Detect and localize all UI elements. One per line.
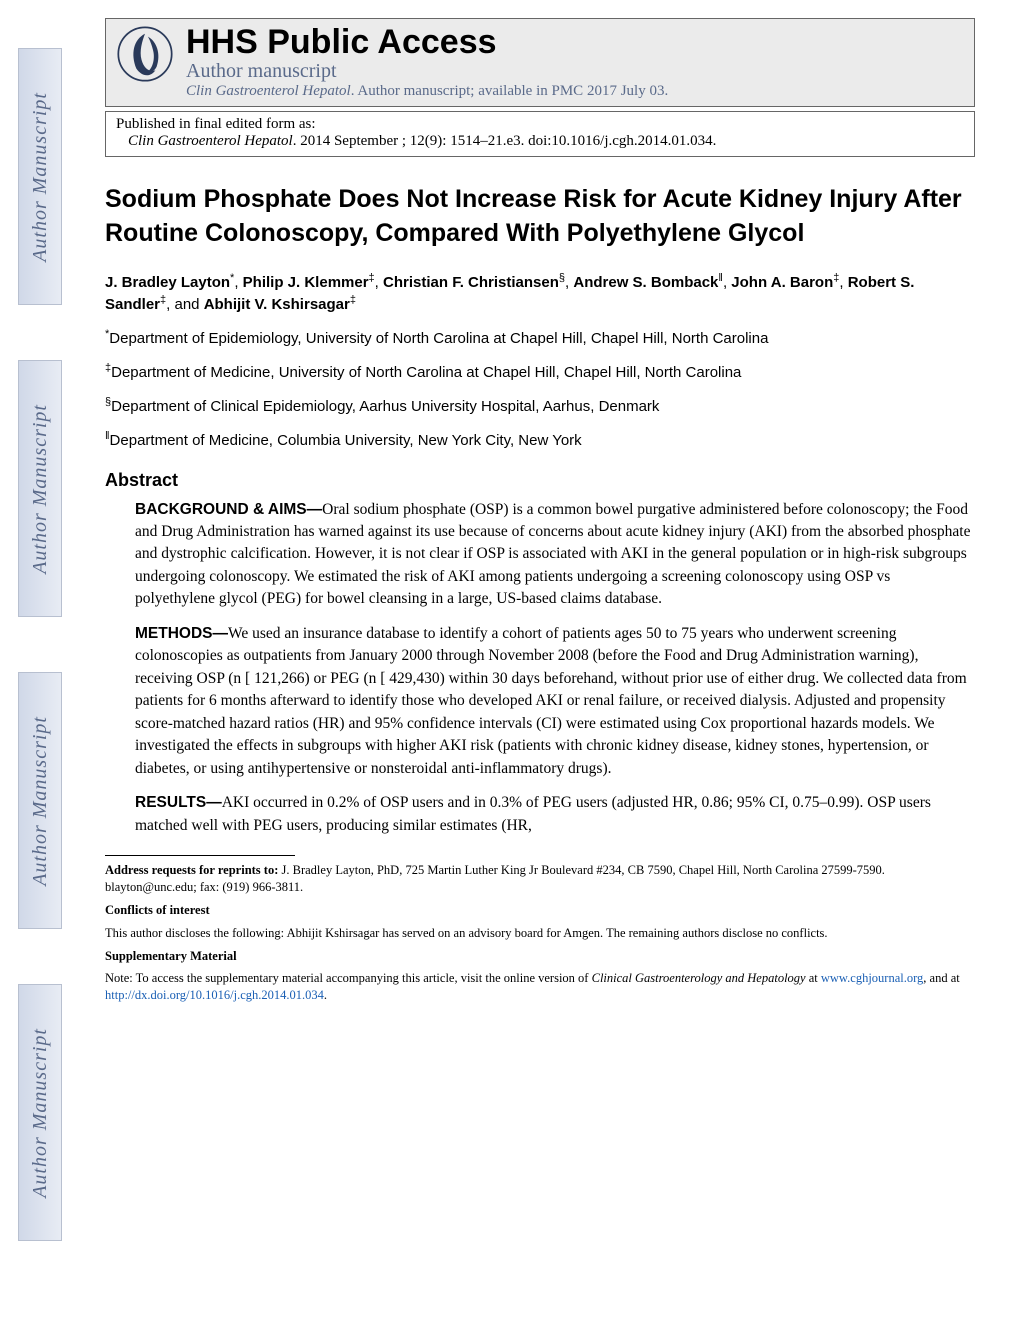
para-lead: RESULTS— bbox=[135, 794, 222, 811]
abstract-heading: Abstract bbox=[105, 470, 975, 491]
side-banner: Author Manuscript bbox=[18, 360, 62, 617]
footnote-and: , and at bbox=[923, 971, 959, 985]
article-title: Sodium Phosphate Does Not Increase Risk … bbox=[105, 183, 975, 251]
footnote-coi-head: Conflicts of interest bbox=[105, 902, 975, 919]
footnote-journal: Clinical Gastroenterology and Hepatology bbox=[592, 971, 806, 985]
footnote-rule bbox=[105, 855, 295, 856]
author-mark: ‡ bbox=[833, 272, 839, 284]
affil-text: Department of Medicine, Columbia Univers… bbox=[110, 432, 582, 449]
header-title: HHS Public Access bbox=[186, 25, 964, 59]
author-mark: ‡ bbox=[350, 294, 356, 306]
footnote-address: Address requests for reprints to: J. Bra… bbox=[105, 862, 975, 896]
published-citation: . 2014 September ; 12(9): 1514–21.e3. do… bbox=[293, 133, 717, 149]
para-lead: BACKGROUND & AIMS— bbox=[135, 501, 322, 518]
affiliation: ‡Department of Medicine, University of N… bbox=[105, 361, 975, 383]
side-banner-text: Author Manuscript bbox=[29, 716, 52, 886]
author-name: Andrew S. Bomback bbox=[573, 274, 718, 291]
header-text: HHS Public Access Author manuscript Clin… bbox=[186, 25, 964, 100]
footnote-link[interactable]: www.cghjournal.org bbox=[821, 971, 923, 985]
page-content: HHS Public Access Author manuscript Clin… bbox=[105, 18, 975, 1010]
footnote-link[interactable]: http://dx.doi.org/10.1016/j.cgh.2014.01.… bbox=[105, 988, 324, 1002]
author-name: John A. Baron bbox=[731, 274, 833, 291]
abstract-methods: METHODS—We used an insurance database to… bbox=[135, 623, 971, 780]
para-lead: METHODS— bbox=[135, 625, 228, 642]
affiliation: *Department of Epidemiology, University … bbox=[105, 327, 975, 349]
side-banner: Author Manuscript bbox=[18, 672, 62, 929]
side-banner-text: Author Manuscript bbox=[29, 92, 52, 262]
footnote-at: at bbox=[806, 971, 821, 985]
header-subtitle: Author manuscript bbox=[186, 59, 964, 83]
author-name: J. Bradley Layton bbox=[105, 274, 230, 291]
footnote-head: Conflicts of interest bbox=[105, 903, 210, 917]
header-journal-suffix: . Author manuscript; available in PMC 20… bbox=[351, 83, 668, 99]
affiliation: ‖Department of Medicine, Columbia Univer… bbox=[105, 429, 975, 451]
author-mark: ‡ bbox=[160, 294, 166, 306]
author-mark: ‡ bbox=[369, 272, 375, 284]
published-block: Published in final edited form as: Clin … bbox=[105, 111, 975, 157]
footnote-period: . bbox=[324, 988, 327, 1002]
abstract-body: BACKGROUND & AIMS—Oral sodium phosphate … bbox=[135, 499, 971, 838]
published-journal: Clin Gastroenterol Hepatol bbox=[128, 133, 293, 149]
authors-line: J. Bradley Layton*, Philip J. Klemmer‡, … bbox=[105, 271, 975, 315]
footnote-head: Supplementary Material bbox=[105, 949, 237, 963]
abstract-results: RESULTS—AKI occurred in 0.2% of OSP user… bbox=[135, 792, 971, 837]
footnote-coi-text: This author discloses the following: Abh… bbox=[105, 925, 975, 942]
header-journal: Clin Gastroenterol Hepatol bbox=[186, 83, 351, 99]
affil-text: Department of Medicine, University of No… bbox=[111, 364, 741, 381]
side-banner-text: Author Manuscript bbox=[29, 404, 52, 574]
author-mark: § bbox=[559, 272, 565, 284]
para-text: AKI occurred in 0.2% of OSP users and in… bbox=[135, 794, 931, 833]
author-mark: * bbox=[230, 272, 234, 284]
affil-text: Department of Epidemiology, University o… bbox=[109, 330, 768, 347]
author-name: Philip J. Klemmer bbox=[243, 274, 369, 291]
footnote-supp-text: Note: To access the supplementary materi… bbox=[105, 970, 975, 1004]
header-block: HHS Public Access Author manuscript Clin… bbox=[105, 18, 975, 107]
published-line1: Published in final edited form as: bbox=[116, 116, 964, 133]
author-name: Christian F. Christiansen bbox=[383, 274, 559, 291]
author-name: Abhijit V. Kshirsagar bbox=[204, 296, 350, 313]
side-banner: Author Manuscript bbox=[18, 48, 62, 305]
side-banner: Author Manuscript bbox=[18, 984, 62, 1241]
author-mark: ‖ bbox=[718, 272, 723, 284]
hhs-logo-icon bbox=[116, 25, 174, 83]
footnote-supp-head: Supplementary Material bbox=[105, 948, 975, 965]
footnote-lead: Address requests for reprints to: bbox=[105, 863, 278, 877]
abstract-background: BACKGROUND & AIMS—Oral sodium phosphate … bbox=[135, 499, 971, 611]
header-journal-line: Clin Gastroenterol Hepatol. Author manus… bbox=[186, 83, 964, 100]
footnote-prefix: Note: To access the supplementary materi… bbox=[105, 971, 592, 985]
affil-text: Department of Clinical Epidemiology, Aar… bbox=[111, 398, 659, 415]
para-text: We used an insurance database to identif… bbox=[135, 625, 967, 777]
side-banner-text: Author Manuscript bbox=[29, 1028, 52, 1198]
published-line2: Clin Gastroenterol Hepatol. 2014 Septemb… bbox=[116, 133, 964, 150]
affiliation: §Department of Clinical Epidemiology, Aa… bbox=[105, 395, 975, 417]
